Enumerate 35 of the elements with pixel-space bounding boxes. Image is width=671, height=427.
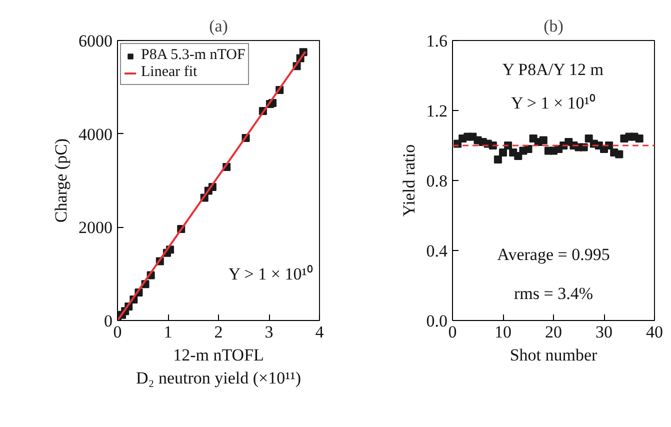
x-tick-label: 20 bbox=[545, 322, 562, 342]
y-tick-label: 1.6 bbox=[426, 32, 448, 50]
x-tick-label: 1 bbox=[164, 322, 172, 342]
x-tick-label: 40 bbox=[646, 322, 663, 342]
legend-label: Linear fit bbox=[141, 64, 198, 81]
point bbox=[615, 150, 624, 158]
x-tick-label: 30 bbox=[596, 322, 612, 342]
annotation: Y P8A/Y 12 m bbox=[502, 60, 604, 80]
x-tick-label: 2 bbox=[214, 322, 223, 342]
point bbox=[494, 156, 502, 164]
point bbox=[524, 145, 532, 153]
annotation: rms = 3.4% bbox=[514, 284, 593, 304]
chart-title: (a) bbox=[209, 16, 228, 36]
y-tick-label: 1.2 bbox=[426, 102, 448, 120]
y-axis-title: Charge (pC) bbox=[52, 138, 70, 223]
annotation: Y > 1 × 10¹⁰ bbox=[510, 94, 596, 113]
point bbox=[539, 136, 548, 144]
x-tick-label: 10 bbox=[494, 322, 512, 342]
legend-label: P8A 5.3-m nTOF bbox=[141, 47, 246, 64]
annotation: Y > 1 × 10¹⁰ bbox=[228, 264, 313, 284]
y-tick-label: 0.0 bbox=[426, 312, 448, 330]
y-tick-label: 2000 bbox=[78, 218, 112, 238]
annotation: Average = 0.995 bbox=[497, 244, 610, 264]
y-tick-label: 6000 bbox=[78, 32, 112, 50]
y-axis-title: Yield ratio bbox=[399, 144, 418, 217]
x-tick-label: 3 bbox=[264, 322, 274, 342]
chart-title: (b) bbox=[544, 16, 564, 36]
x-axis-title: Shot number bbox=[510, 346, 598, 364]
point bbox=[499, 148, 507, 156]
y-tick-label: 0.8 bbox=[426, 172, 448, 190]
y-tick-label: 0.4 bbox=[426, 242, 448, 260]
x-axis-title: 12-m nTOFL D₂ neutron yield (×10¹¹) bbox=[136, 346, 301, 388]
point bbox=[635, 134, 644, 142]
x-tick-label: 4 bbox=[315, 322, 324, 342]
y-tick-label: 4000 bbox=[78, 124, 112, 144]
